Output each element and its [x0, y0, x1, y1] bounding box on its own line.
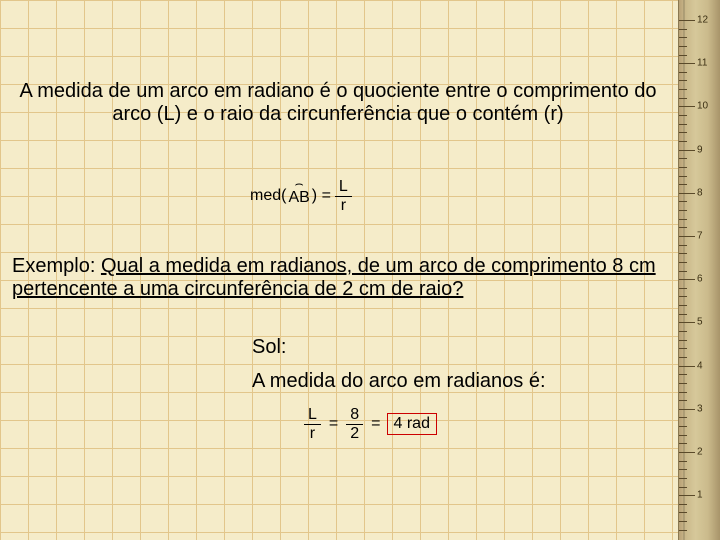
- equals-1: =: [329, 415, 338, 433]
- example-block: Exemplo: Qual a medida em radianos, de u…: [12, 255, 662, 301]
- denominator: r: [337, 197, 350, 215]
- example-label: Exemplo:: [12, 255, 95, 277]
- ruler-tick-label: 11: [697, 58, 707, 69]
- den-2: 2: [346, 425, 363, 443]
- numerator: L: [335, 178, 352, 197]
- fraction-L-r-2: L r: [304, 406, 321, 442]
- answer-intro: A medida do arco em radianos é:: [252, 370, 546, 393]
- solution-label: Sol:: [252, 336, 286, 359]
- ruler-tick-label: 2: [697, 447, 703, 458]
- ruler-decoration: 12 11 10 9 8 7 6 5 4 3 2 1: [678, 0, 720, 540]
- ruler-tick-label: 7: [697, 231, 703, 242]
- definition-text: A medida de um arco em radiano é o quoci…: [18, 80, 658, 126]
- ruler-tick-label: 1: [697, 490, 703, 501]
- num-8: 8: [346, 406, 363, 425]
- ruler-tick-label: 10: [697, 101, 708, 112]
- ruler-tick-label: 3: [697, 403, 703, 414]
- ruler-tick-label: 6: [697, 274, 703, 285]
- example-question: Qual a medida em radianos, de um arco de…: [12, 255, 656, 300]
- fraction-8-2: 8 2: [346, 406, 363, 442]
- med-pre: med(: [250, 187, 286, 205]
- fraction-L-r: L r: [335, 178, 352, 214]
- den-r: r: [306, 425, 319, 443]
- ruler-tick-label: 8: [697, 187, 703, 198]
- arc-ab: AB: [288, 185, 309, 207]
- formula-definition: med(AB) = L r: [250, 178, 356, 214]
- med-post: ) =: [312, 187, 331, 205]
- ruler-tick-label: 4: [697, 360, 703, 371]
- ruler-tick-label: 5: [697, 317, 703, 328]
- num-L: L: [304, 406, 321, 425]
- ruler-tick-label: 9: [697, 144, 703, 155]
- equals-2: =: [371, 415, 380, 433]
- slide-content: A medida de um arco em radiano é o quoci…: [0, 0, 680, 540]
- ruler-tick-label: 12: [697, 15, 708, 26]
- result-box: 4 rad: [387, 413, 437, 435]
- formula-answer: L r = 8 2 = 4 rad: [300, 406, 437, 442]
